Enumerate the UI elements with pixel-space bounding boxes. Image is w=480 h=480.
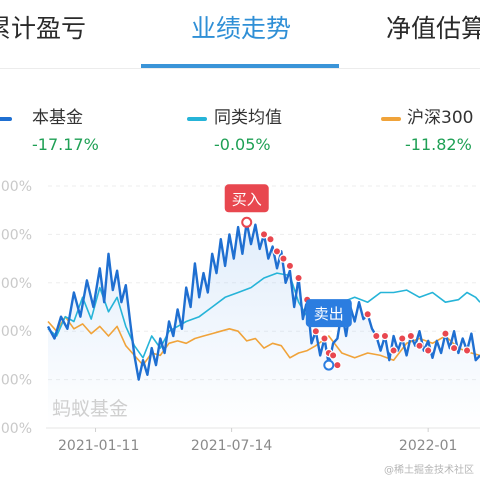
y-tick-label: 0.00% <box>0 373 32 389</box>
y-tick-label: 0.00% <box>0 227 32 243</box>
legend-item-fund[interactable]: 本基金 -17.17% <box>0 104 134 160</box>
trade-marker <box>415 341 424 350</box>
buy-callout[interactable]: 买入 <box>224 184 269 213</box>
x-tick-label: 2021-07-14 <box>191 438 272 454</box>
series-line-peer-average <box>47 272 480 359</box>
legend-value-fund: -17.17% <box>32 135 99 154</box>
trade-marker <box>279 254 288 263</box>
buy-point-marker <box>241 216 253 228</box>
trade-marker <box>398 334 407 343</box>
sell-callout-box <box>305 299 352 328</box>
tab-nav-estimate[interactable]: 净值估算 <box>386 14 480 43</box>
trade-marker <box>333 360 342 370</box>
sell-callout[interactable]: 卖出 <box>305 299 352 328</box>
trade-marker <box>266 235 275 244</box>
tab-divider <box>0 68 480 69</box>
legend-swatch-csi300 <box>381 117 401 121</box>
legend-item-peer-average[interactable]: 同类均值 -0.05% <box>180 104 310 160</box>
trade-marker <box>311 326 321 336</box>
x-tick-label: 2021-01-11 <box>58 438 139 454</box>
trade-marker <box>363 310 372 319</box>
trade-marker <box>259 230 269 239</box>
tab-bar: 累计盈亏 业绩走势 净值估算 <box>0 0 480 70</box>
trade-marker <box>389 346 398 355</box>
tab-cumulative-pnl[interactable]: 累计盈亏 <box>0 14 87 43</box>
legend-value-csi300: -11.82% <box>405 135 472 154</box>
credit-text: @稀土掘金技术社区 <box>384 463 474 476</box>
legend-swatch-peer-average <box>187 117 207 121</box>
trade-marker <box>320 334 329 343</box>
trade-marker <box>294 273 303 283</box>
trade-marker <box>462 346 472 355</box>
performance-chart[interactable]: 0.00% 0.00% 0.00% 0.00% 0.00% 0.00% 蚂蚁基金 买入 卖… <box>0 168 480 480</box>
legend-swatch-fund <box>0 117 12 121</box>
trade-marker <box>406 331 416 341</box>
trade-marker <box>423 346 433 355</box>
legend-name-peer-average: 同类均值 <box>214 108 282 128</box>
y-tick-label: 0.00% <box>0 179 32 195</box>
trade-marker <box>449 343 459 353</box>
legend-item-csi300[interactable]: 沪深300 -11.82% <box>374 104 480 160</box>
legend-value-peer-average: -0.05% <box>214 135 271 154</box>
trade-marker <box>372 331 381 341</box>
y-tick-label: 0.00% <box>0 276 32 292</box>
watermark-text: 蚂蚁基金 <box>52 398 128 420</box>
sell-point-marker <box>323 359 335 371</box>
trade-marker <box>285 261 295 271</box>
trade-marker <box>441 329 450 338</box>
y-tick-label: 0.00% <box>0 324 32 340</box>
active-tab-indicator <box>141 64 339 68</box>
legend-name-csi300: 沪深300 <box>407 108 474 128</box>
fund-area-fill <box>48 222 480 428</box>
sell-callout-label: 卖出 <box>314 305 344 323</box>
trade-marker <box>272 247 282 256</box>
trade-marker <box>380 331 390 341</box>
tab-performance-trend[interactable]: 业绩走势 <box>191 14 292 43</box>
buy-callout-label: 买入 <box>232 190 262 208</box>
buy-callout-box <box>224 184 269 213</box>
y-tick-label: 0.00% <box>0 421 32 437</box>
x-tick-label: 2022-01 <box>399 438 458 454</box>
legend-name-fund: 本基金 <box>32 108 83 128</box>
trade-marker <box>328 351 338 360</box>
